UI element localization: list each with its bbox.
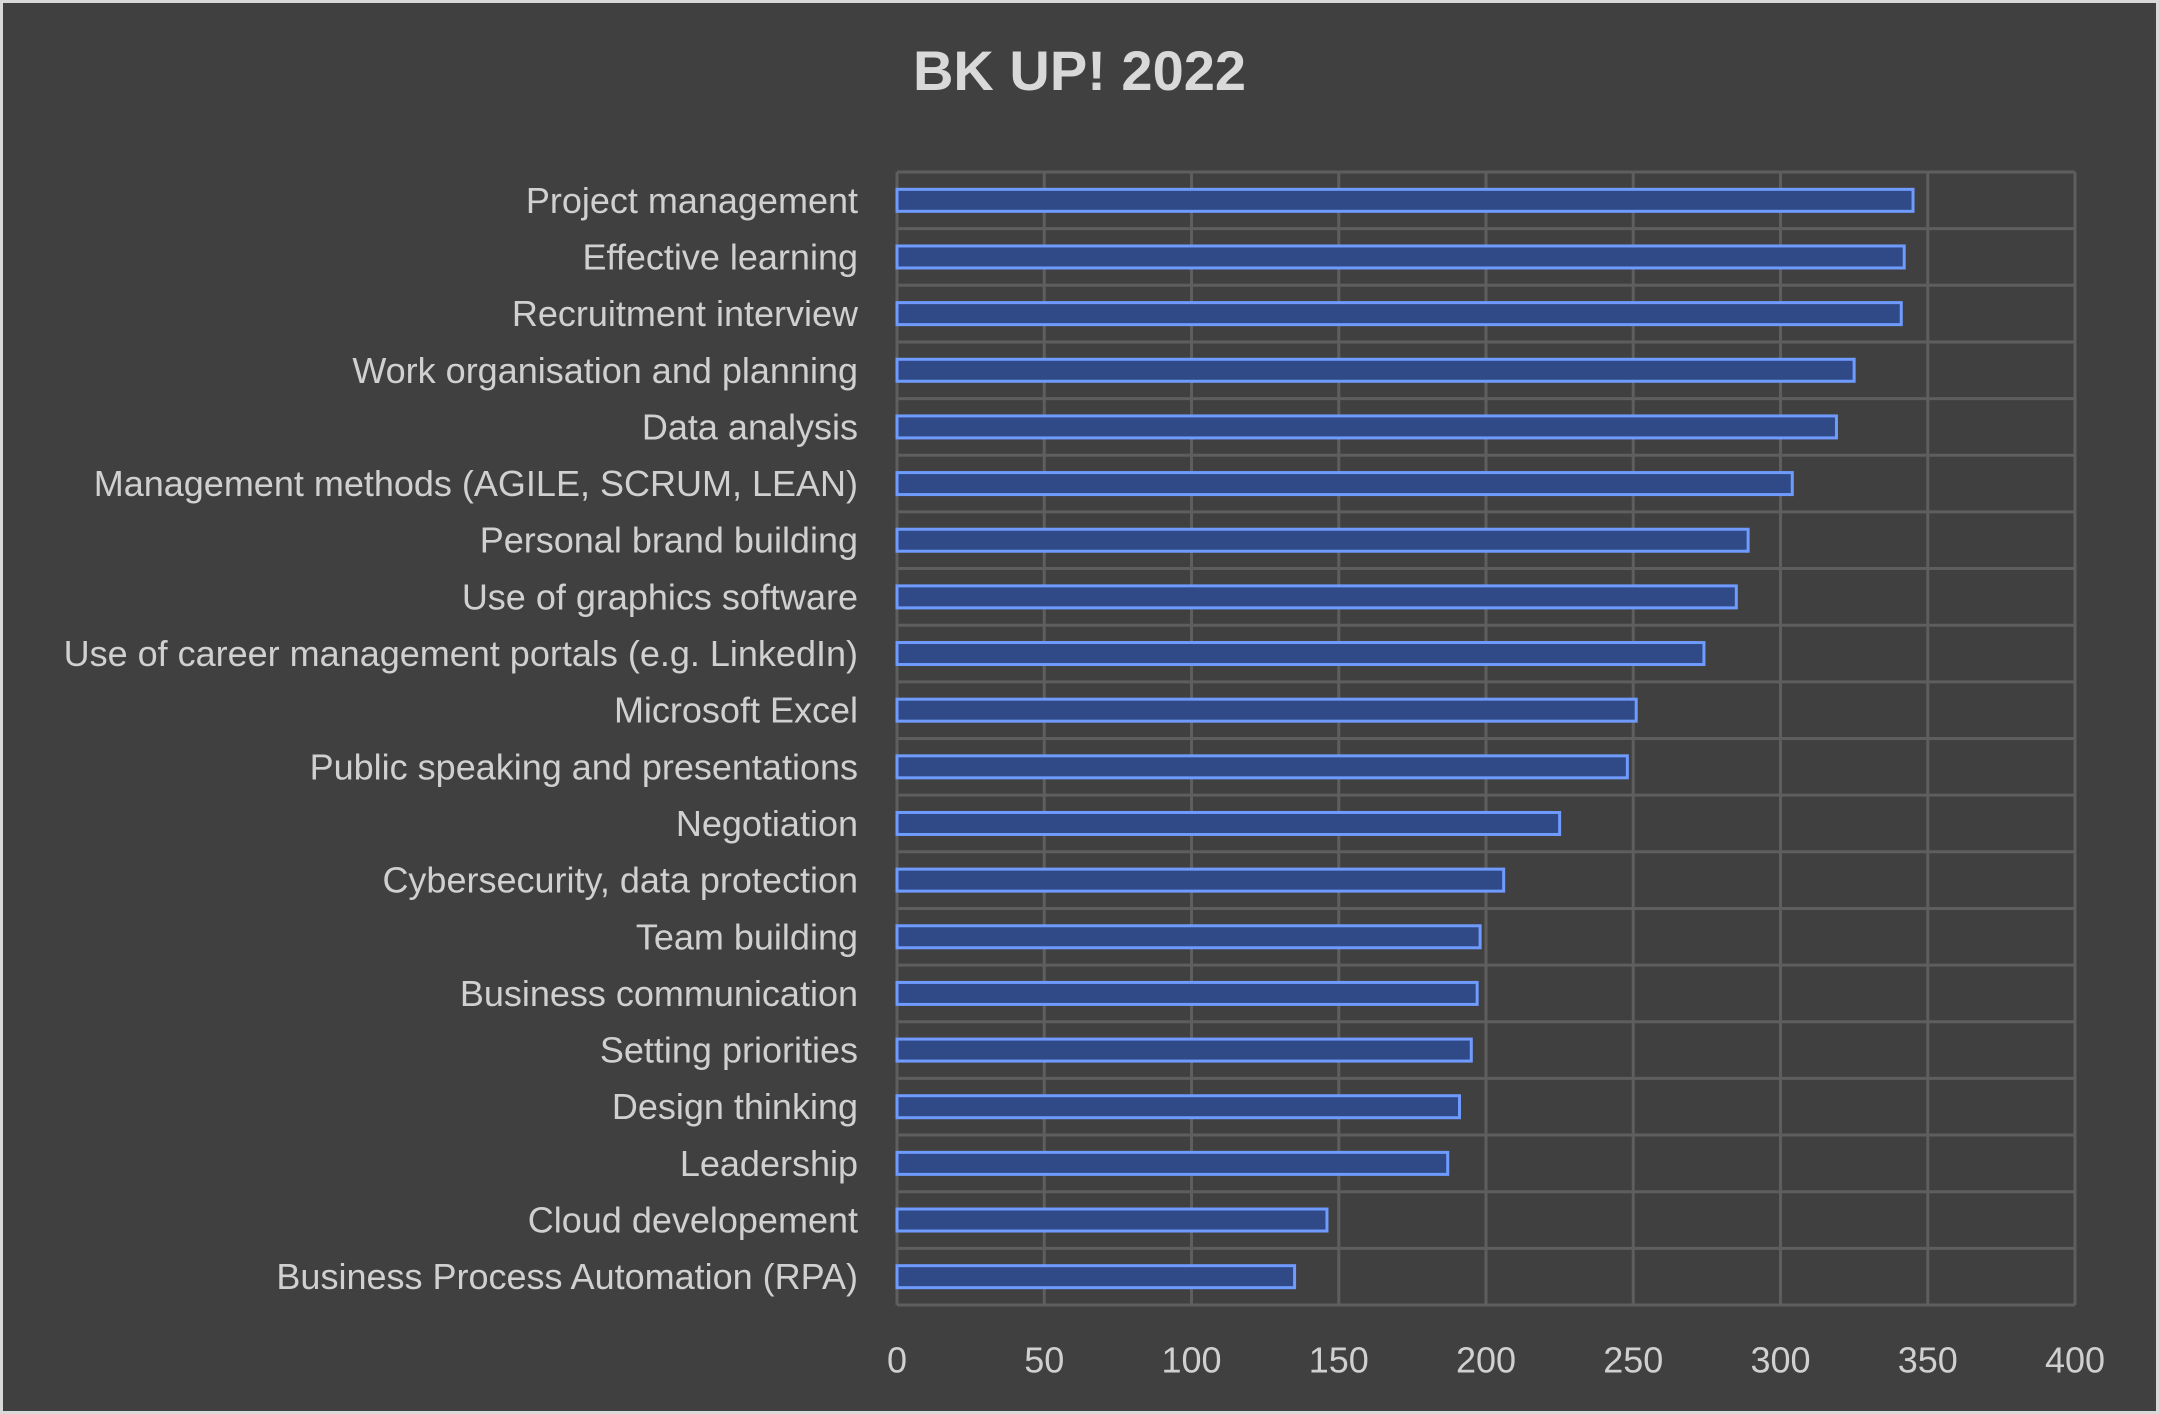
bar-20: [895, 1264, 1297, 1290]
bar-11: [895, 754, 1629, 780]
grid-layer: [895, 170, 2077, 1307]
x-axis-tick-labels: 0 50 100 150 200 250 300 350 400: [887, 1340, 2105, 1381]
x-tick-label: 300: [1750, 1340, 1810, 1381]
bar-2: [895, 244, 1906, 270]
bar-4: [895, 357, 1856, 383]
category-label: Team building: [636, 916, 858, 957]
bar-1: [895, 187, 1915, 213]
bar-8: [895, 584, 1738, 610]
bar-3: [895, 301, 1903, 327]
x-tick-label: 150: [1309, 1340, 1369, 1381]
x-tick-label: 200: [1456, 1340, 1516, 1381]
bar-7: [895, 527, 1750, 553]
category-label: Leadership: [680, 1143, 858, 1184]
category-label: Data analysis: [642, 406, 858, 447]
x-tick-label: 50: [1024, 1340, 1064, 1381]
bar-13: [895, 867, 1506, 893]
x-tick-label: 250: [1603, 1340, 1663, 1381]
bar-10: [895, 697, 1638, 723]
bar-17: [895, 1094, 1461, 1120]
bar-16: [895, 1037, 1473, 1063]
x-tick-label: 350: [1898, 1340, 1958, 1381]
category-label: Cybersecurity, data protection: [382, 860, 858, 901]
bar-layer: [895, 187, 1915, 1290]
bar-18: [895, 1150, 1450, 1176]
category-label: Work organisation and planning: [352, 350, 858, 391]
category-label: Design thinking: [612, 1086, 858, 1127]
category-label: Project management: [526, 180, 858, 221]
category-label: Negotiation: [676, 803, 858, 844]
bar-6: [895, 471, 1794, 497]
category-label: Use of graphics software: [462, 576, 858, 617]
category-label: Use of career management portals (e.g. L…: [64, 633, 858, 674]
bar-9: [895, 641, 1706, 667]
category-label: Cloud developement: [528, 1200, 858, 1241]
x-tick-label: 0: [887, 1340, 907, 1381]
bar-14: [895, 924, 1482, 950]
category-label: Setting priorities: [600, 1030, 858, 1071]
x-tick-label: 100: [1161, 1340, 1221, 1381]
bar-15: [895, 980, 1479, 1006]
category-label: Business Process Automation (RPA): [276, 1256, 858, 1297]
x-tick-label: 400: [2045, 1340, 2105, 1381]
category-label: Effective learning: [582, 236, 858, 277]
category-label: Management methods (AGILE, SCRUM, LEAN): [94, 463, 858, 504]
chart-title: BK UP! 2022: [912, 39, 1247, 102]
bar-5: [895, 414, 1838, 440]
category-label: Microsoft Excel: [614, 690, 858, 731]
category-label: Recruitment interview: [512, 293, 859, 334]
category-label: Business communication: [460, 973, 858, 1014]
bar-12: [895, 810, 1562, 836]
category-label: Public speaking and presentations: [310, 746, 858, 787]
category-labels: Project management Effective learning Recr…: [64, 180, 859, 1297]
category-label: Personal brand building: [480, 520, 858, 561]
bar-19: [895, 1207, 1329, 1233]
